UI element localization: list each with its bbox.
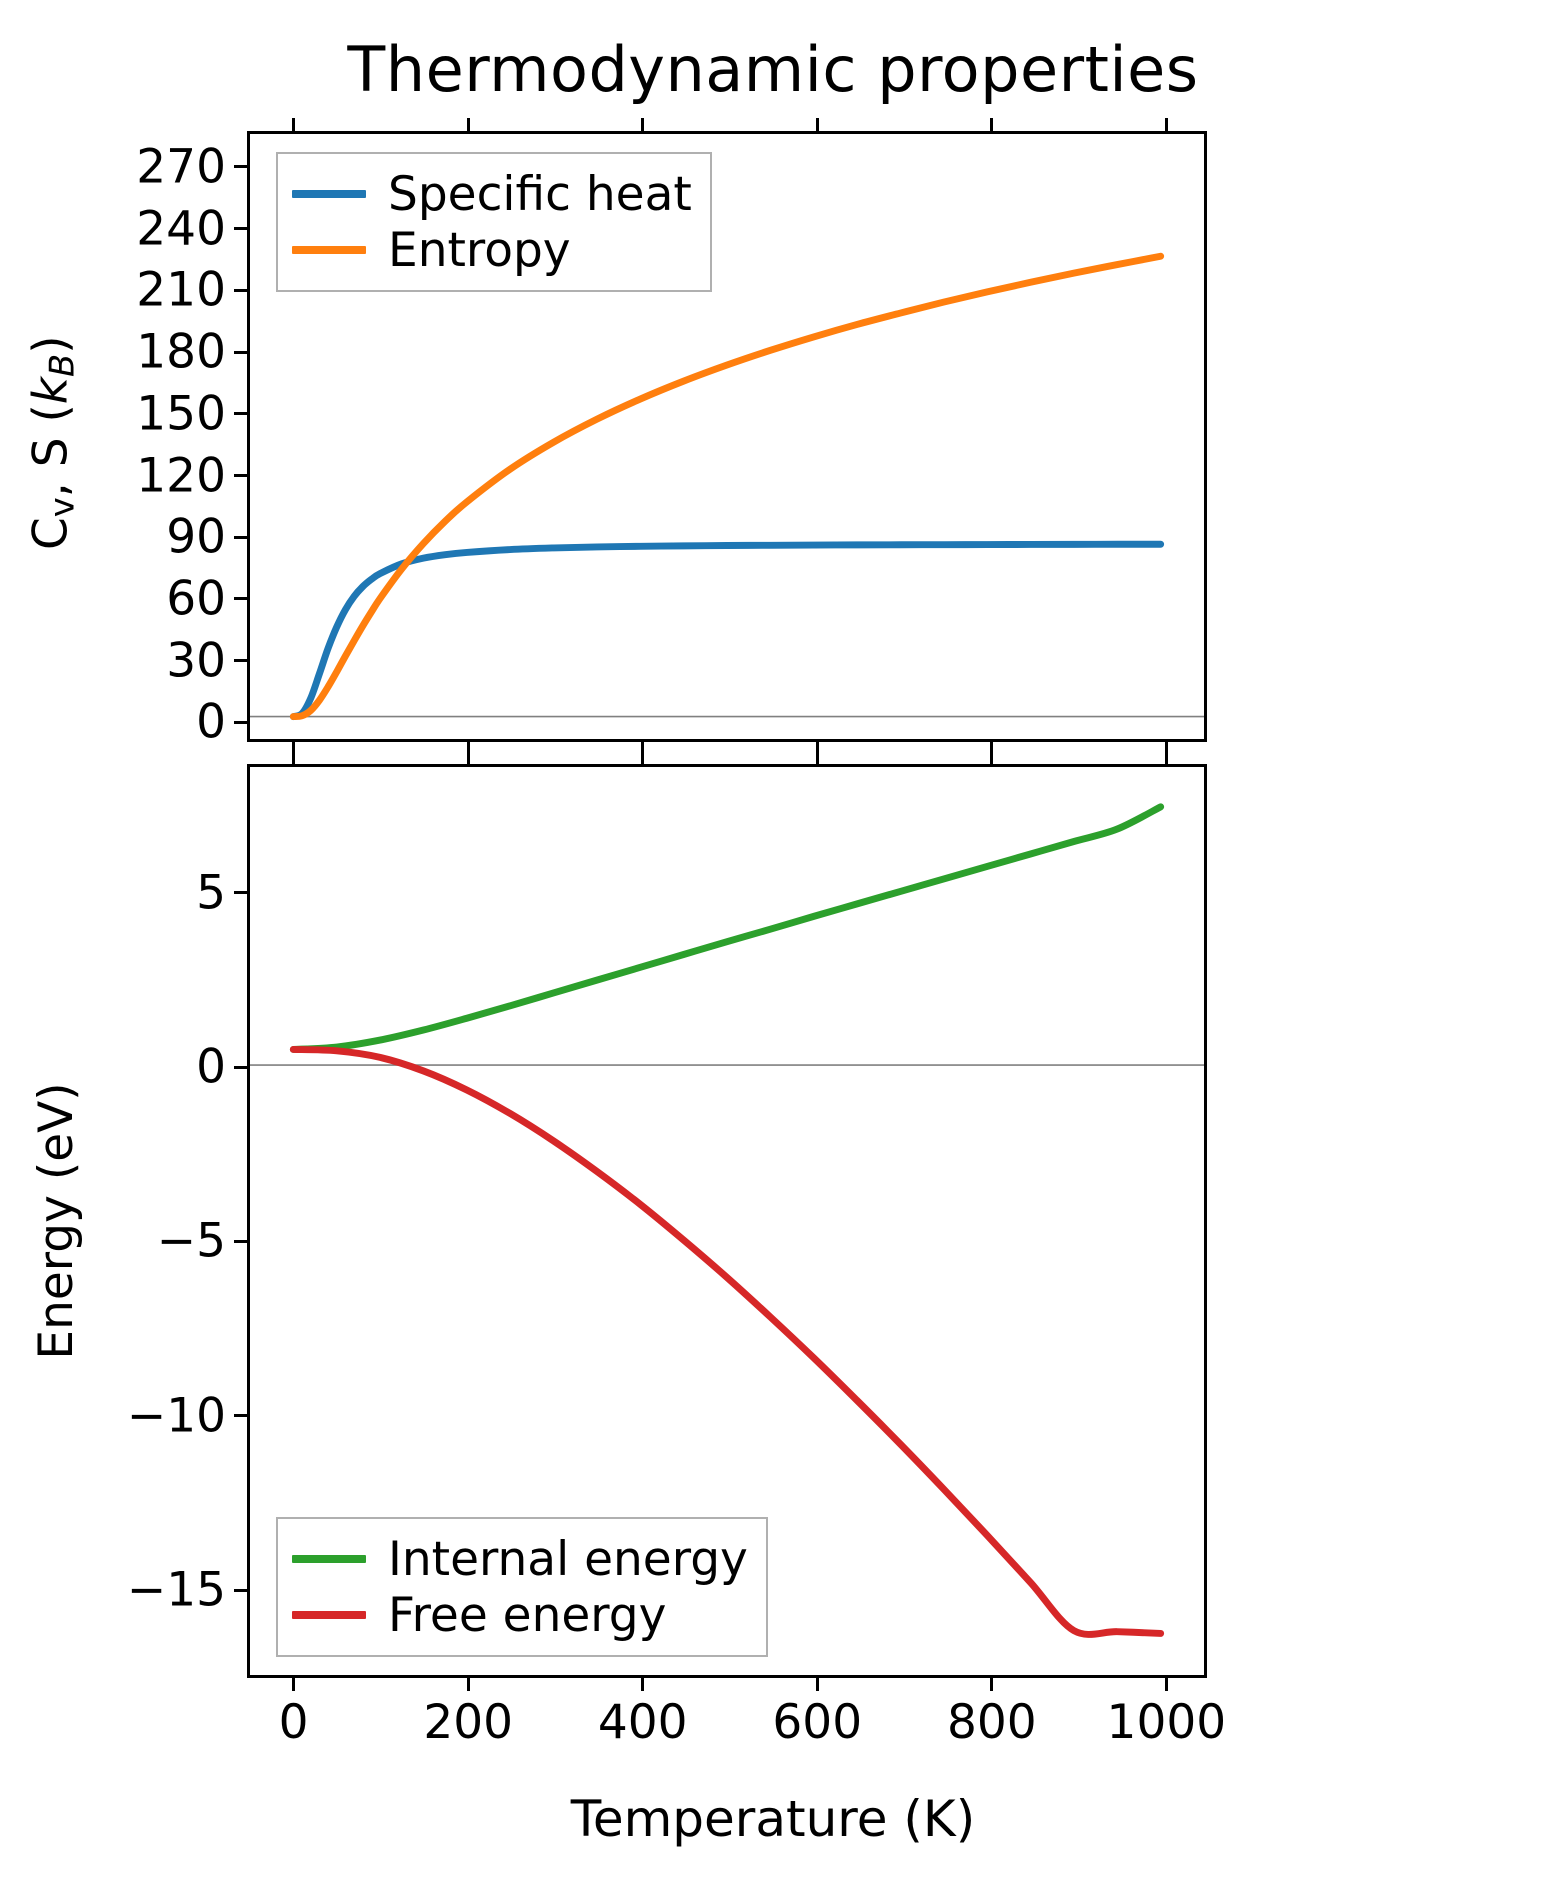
legend-label-entropy: Entropy <box>388 222 571 278</box>
x-tick-label: 400 <box>597 1695 688 1750</box>
x-tick-mark <box>466 1675 470 1691</box>
top-panel-plot-area <box>250 252 1204 721</box>
y-tick-label: 5 <box>196 865 226 921</box>
y-tick-mark <box>234 288 250 292</box>
x-tick-mark <box>466 739 470 755</box>
x-tick-mark <box>990 739 994 755</box>
y-tick-mark <box>234 350 250 354</box>
x-tick-label: 800 <box>946 1695 1037 1750</box>
legend-swatch-internal-energy <box>292 1555 366 1563</box>
y-tick-mark <box>234 1588 250 1592</box>
y-title-suffix: ) <box>23 334 79 354</box>
bottom-panel-plot-area <box>250 803 1204 1638</box>
legend-item-free-energy[interactable]: Free energy <box>292 1587 748 1643</box>
y-tick-label: 150 <box>136 386 226 442</box>
legend-label-specific-heat: Specific heat <box>388 166 692 222</box>
y-title-k: k <box>23 376 79 404</box>
legend-swatch-specific-heat <box>292 190 366 198</box>
legend-item-entropy[interactable]: Entropy <box>292 222 692 278</box>
x-tick-mark-top <box>292 751 296 767</box>
x-axis-title: Temperature (K) <box>570 1790 976 1848</box>
x-tick-mark-top <box>815 751 819 767</box>
x-tick-mark <box>990 1675 994 1691</box>
y-tick-mark <box>234 597 250 601</box>
y-title-c: C <box>23 516 79 550</box>
legend-item-internal-energy[interactable]: Internal energy <box>292 1531 748 1587</box>
legend-label-internal-energy: Internal energy <box>388 1531 748 1587</box>
x-tick-mark <box>1164 1675 1168 1691</box>
y-tick-mark <box>234 1065 250 1069</box>
x-tick-mark-top <box>990 118 994 134</box>
top-panel-legend: Specific heat Entropy <box>276 152 712 292</box>
x-tick-mark <box>815 739 819 755</box>
y-tick-label: 30 <box>166 633 226 689</box>
y-tick-mark <box>234 412 250 416</box>
y-tick-label: 0 <box>196 1039 226 1095</box>
y-tick-label: 90 <box>166 509 226 565</box>
y-tick-label: 120 <box>136 448 226 503</box>
x-tick-mark-top <box>641 118 645 134</box>
top-panel-y-axis-title: Cv, S (kB) <box>23 232 88 652</box>
y-tick-label: −10 <box>126 1388 226 1444</box>
legend-item-specific-heat[interactable]: Specific heat <box>292 166 692 222</box>
bottom-panel-legend: Internal energy Free energy <box>276 1517 768 1657</box>
y-tick-mark <box>234 1239 250 1243</box>
x-tick-mark-top <box>1164 118 1168 134</box>
x-tick-mark-top <box>990 751 994 767</box>
x-tick-label: 1000 <box>1106 1695 1227 1750</box>
axes-bottom-panel: Energy (eV) Internal energy Free energy … <box>29 751 1226 1746</box>
x-tick-mark <box>1164 739 1168 755</box>
x-tick-mark-top <box>292 118 296 134</box>
x-tick-label: 0 <box>278 1695 309 1750</box>
x-tick-mark-top <box>1164 751 1168 767</box>
y-tick-label: −5 <box>156 1213 226 1269</box>
x-tick-mark-top <box>466 118 470 134</box>
legend-swatch-free-energy <box>292 1611 366 1619</box>
y-tick-mark <box>234 891 250 895</box>
bottom-panel-y-axis-title: Energy (eV) <box>29 1082 84 1360</box>
y-tick-mark <box>234 1414 250 1418</box>
y-tick-mark <box>234 474 250 477</box>
y-tick-label: −15 <box>126 1562 226 1618</box>
x-tick-label: 200 <box>423 1695 514 1750</box>
x-tick-mark <box>641 1675 645 1691</box>
y-title-sub-v: v <box>42 496 82 517</box>
y-tick-label: 180 <box>136 324 226 380</box>
axes-top-panel: Cv, S (kB) Specific heat Entropy 0 30 60 90… <box>23 118 1207 755</box>
legend-label-free-energy: Free energy <box>388 1587 667 1643</box>
y-tick-label: 240 <box>136 201 226 257</box>
figure-title: Thermodynamic properties <box>347 33 1199 106</box>
x-tick-mark <box>292 739 296 755</box>
x-tick-mark <box>292 1675 296 1691</box>
x-tick-mark-top <box>466 751 470 767</box>
x-tick-mark <box>641 739 645 755</box>
y-tick-mark <box>234 535 250 539</box>
x-tick-mark <box>815 1675 819 1691</box>
y-tick-mark <box>234 165 250 169</box>
y-title-sub-b: B <box>42 353 82 377</box>
y-tick-label: 210 <box>136 262 226 318</box>
y-tick-mark <box>234 659 250 663</box>
x-tick-mark-top <box>641 751 645 767</box>
y-tick-mark <box>234 720 250 724</box>
y-tick-label: 60 <box>166 571 226 627</box>
y-title-middle: , S ( <box>23 403 79 497</box>
x-tick-mark-top <box>815 118 819 134</box>
legend-swatch-entropy <box>292 246 366 254</box>
y-tick-label: 0 <box>196 694 226 750</box>
y-tick-label: 270 <box>136 139 226 195</box>
y-tick-mark <box>234 227 250 231</box>
x-tick-label: 600 <box>772 1695 863 1750</box>
